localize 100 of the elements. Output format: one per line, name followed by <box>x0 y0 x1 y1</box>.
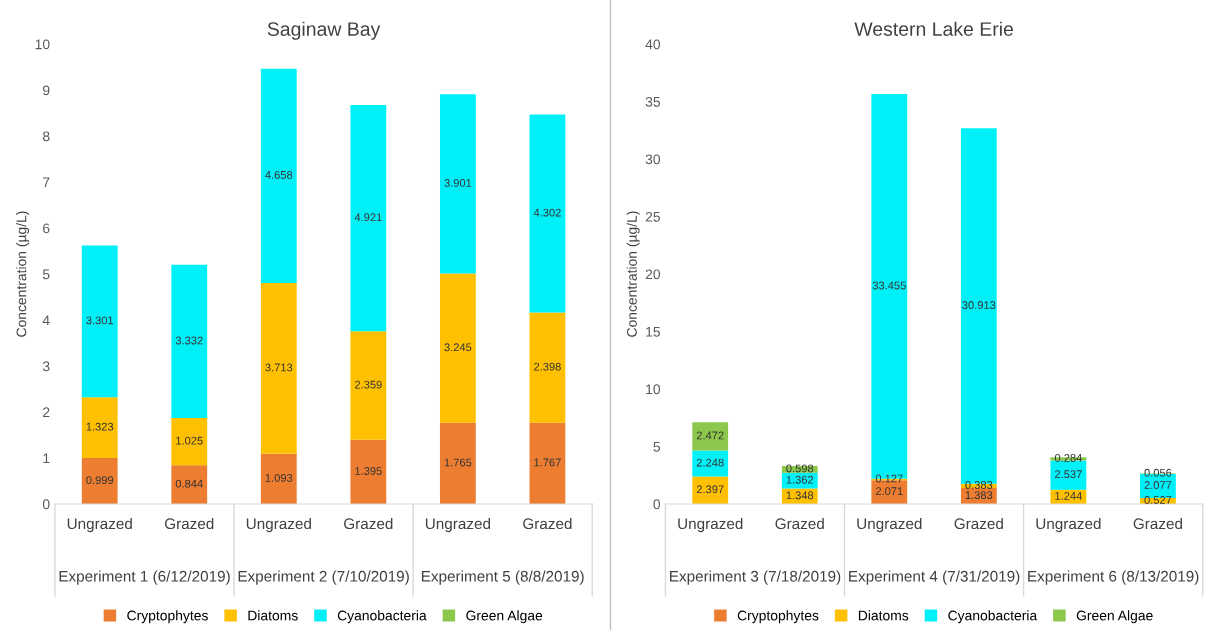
legend-label: Diatoms <box>858 610 909 621</box>
legend-label: Cryptophytes <box>737 610 819 624</box>
data-label: 4.658 <box>265 170 293 179</box>
chart-title: Saginaw Bay <box>267 21 381 40</box>
data-label: 3.245 <box>444 343 472 352</box>
y-tick-label: 40 <box>645 39 661 50</box>
data-label: 2.248 <box>696 458 724 467</box>
x-tick-label: Ungrazed <box>425 517 491 533</box>
text: Experiment 2 (7/10/2019) <box>238 570 409 585</box>
x-tick-label: Grazed <box>344 517 393 530</box>
y-tick-label: 25 <box>645 211 660 222</box>
y-tick-label: 0 <box>42 499 50 510</box>
legend-label: Cyanobacteria <box>337 610 427 624</box>
bar <box>171 264 208 419</box>
legend-label: Cyanobacteria <box>948 610 1038 624</box>
x-tick-label: Ungrazed <box>678 517 743 533</box>
data-label: 2.071 <box>875 487 903 496</box>
bar <box>439 273 476 423</box>
bar <box>81 245 118 398</box>
bar <box>81 397 118 459</box>
bar <box>171 465 208 504</box>
y-tick-label: 5 <box>42 269 50 280</box>
data-label: 1.383 <box>965 491 993 500</box>
data-label: 1.348 <box>786 491 814 500</box>
x-tick-label: Ungrazed <box>246 517 311 533</box>
y-tick-label: 20 <box>645 269 661 280</box>
legend-label: Green Algae <box>1076 610 1153 624</box>
bar <box>350 439 387 504</box>
data-label: 1.395 <box>355 467 382 475</box>
data-label: 0.527 <box>1144 496 1172 504</box>
y-axis-title: Concentration (µg/L) <box>626 211 640 337</box>
y-axis-title: Concentration (µg/L) <box>16 211 30 337</box>
y-tick-label: 10 <box>35 39 50 50</box>
chart-title: Western Lake Erie <box>854 21 1014 36</box>
data-label: 30.913 <box>962 301 996 309</box>
bar <box>692 476 729 504</box>
x-tick-label: Grazed <box>954 517 1003 530</box>
data-label: 1.025 <box>176 436 203 445</box>
data-label: 3.332 <box>175 336 203 345</box>
text: Experiment 3 (7/18/2019) <box>670 570 841 585</box>
x-tick-label: Grazed <box>775 517 824 530</box>
y-tick-label: 30 <box>645 154 661 165</box>
bar <box>1050 460 1087 490</box>
y-tick-label: 0 <box>653 499 661 510</box>
x-tick-label: Ungrazed <box>1036 517 1101 533</box>
data-label: 2.359 <box>354 380 382 389</box>
data-label: 1.362 <box>786 475 814 484</box>
text: Experiment 6 (8/13/2019) <box>1028 570 1199 585</box>
bar <box>171 418 208 466</box>
y-tick-label: 1 <box>43 453 50 464</box>
data-label: 1.093 <box>265 473 293 482</box>
bar <box>439 422 476 504</box>
y-tick-label: 10 <box>646 384 661 395</box>
y-tick-label: 35 <box>645 96 660 107</box>
bar <box>529 114 566 313</box>
bar <box>81 458 118 504</box>
text: Experiment 4 (7/31/2019) <box>849 570 1020 585</box>
data-label: 3.901 <box>444 179 472 187</box>
data-label: 3.713 <box>265 363 293 372</box>
x-tick-label: Ungrazed <box>857 517 922 533</box>
bar <box>350 331 387 440</box>
bar <box>350 105 387 332</box>
y-tick-label: 15 <box>646 327 660 337</box>
y-tick-label: 7 <box>43 177 50 188</box>
data-label: 2.397 <box>696 485 724 494</box>
data-label: 2.472 <box>696 431 724 440</box>
text: Experiment 5 (8/8/2019) <box>421 570 584 585</box>
y-tick-label: 2 <box>43 407 50 418</box>
data-label: 1.767 <box>534 458 561 467</box>
data-label: 0.598 <box>786 464 814 473</box>
text: Experiment 1 (6/12/2019) <box>59 570 230 585</box>
data-label: 33.455 <box>872 281 906 290</box>
data-label: 3.301 <box>86 316 114 325</box>
y-tick-label: 9 <box>43 85 50 96</box>
x-tick-label: Grazed <box>1133 517 1182 530</box>
x-tick-label: Grazed <box>164 517 214 530</box>
bar <box>692 450 729 477</box>
data-label: 1.323 <box>86 422 114 431</box>
y-tick-label: 4 <box>42 315 50 326</box>
bar <box>781 472 818 489</box>
legend-label: Diatoms <box>248 610 298 621</box>
data-label: 2.077 <box>1144 481 1172 489</box>
bar <box>439 94 476 274</box>
legend-label: Green Algae <box>466 610 543 624</box>
bar <box>529 422 566 504</box>
data-label: 1.244 <box>1055 491 1082 500</box>
bar <box>260 68 297 283</box>
y-tick-label: 6 <box>43 223 50 234</box>
data-label: 2.537 <box>1055 470 1082 479</box>
data-label: 4.302 <box>533 208 561 217</box>
data-label: 2.398 <box>534 362 561 371</box>
y-tick-label: 8 <box>42 131 50 142</box>
bar <box>692 422 729 451</box>
y-tick-label: 5 <box>653 441 660 452</box>
data-label: 0.999 <box>86 476 114 485</box>
bar <box>260 282 297 454</box>
bar <box>260 453 297 504</box>
bar <box>529 312 566 423</box>
data-label: 0.844 <box>175 479 203 488</box>
x-tick-label: Grazed <box>523 517 572 530</box>
